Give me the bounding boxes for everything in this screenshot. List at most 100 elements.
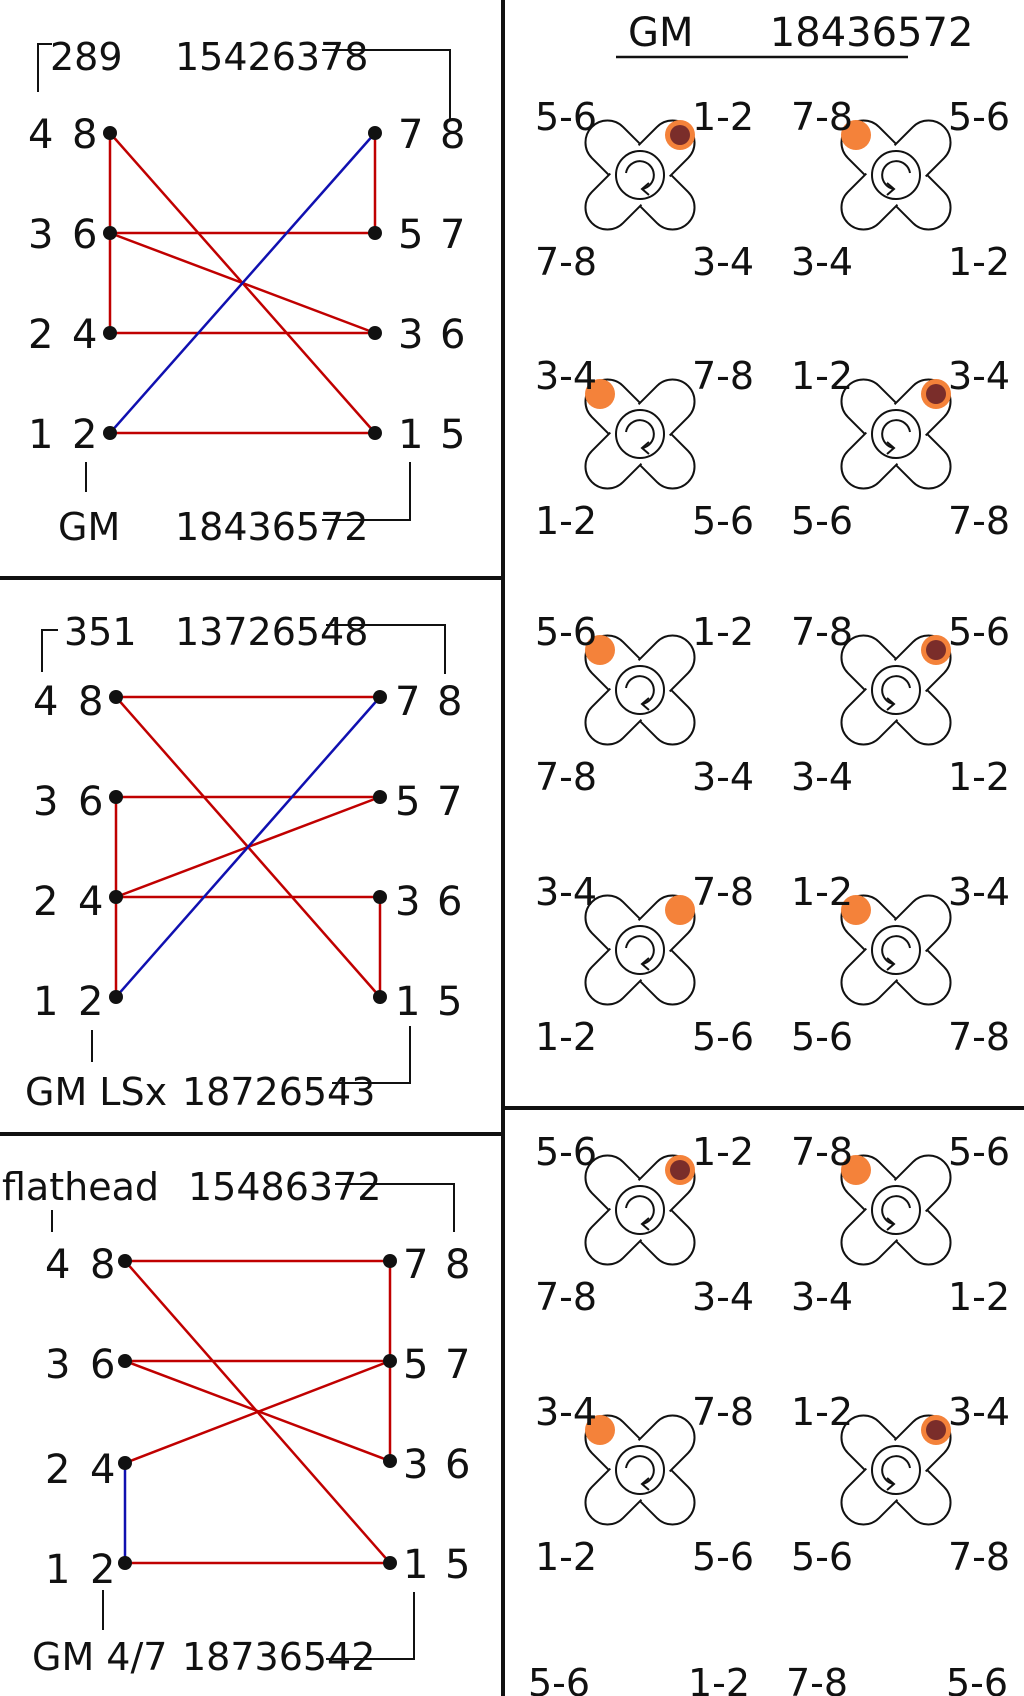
cylinder-pair-label: 1-2	[692, 95, 754, 139]
firing-dot	[841, 895, 871, 925]
clockwise-arrow-icon	[625, 1455, 655, 1485]
arrow-head	[886, 1477, 896, 1491]
counterclockwise-arrow-icon	[881, 1195, 911, 1225]
rotor-diagram: 7-8 5-6 3-4 1-2	[791, 1130, 1010, 1319]
red-wire	[124, 1359, 391, 1465]
clockwise-arrow-icon	[625, 675, 655, 705]
cylinder-pair-label: 5-6	[692, 1015, 754, 1059]
cylinder-pair-label: 3-4	[948, 1390, 1010, 1434]
rotor-center	[615, 1445, 665, 1495]
terminal-dot	[368, 326, 382, 340]
firing-dot-center	[926, 384, 946, 404]
cylinder-pair-label: 5-6	[535, 610, 597, 654]
rotor-diagram: 5-6 1-2 7-8 3-4	[535, 1130, 754, 1319]
cylinder-pair-label: 3-4	[948, 354, 1010, 398]
right-numbers: 7 8 5 7 3 6 1 5	[395, 679, 462, 1025]
arrow-head	[640, 697, 650, 711]
cyl-number: 7	[437, 779, 462, 825]
rotor-diagram-grid: 5-6 1-27-8 3-47-8 5-63-4 1-23-4 7-81-2 5-61-2 3…	[535, 95, 1010, 1579]
cyl-number: 5	[398, 212, 423, 258]
partial-label: 7-8	[786, 1661, 848, 1696]
cylinder-pair-label: 3-4	[948, 870, 1010, 914]
cyl-number: 4	[90, 1447, 115, 1493]
bracket-lines	[41, 624, 446, 1084]
cylinder-pair-label: 7-8	[791, 1130, 853, 1174]
cylinder-pair-label: 1-2	[948, 240, 1010, 284]
cylinder-pair-label: 1-2	[535, 1015, 597, 1059]
cyl-number: 2	[45, 1447, 70, 1493]
cylinder-pair-label: 3-4	[791, 1275, 853, 1319]
right-numbers: 7 8 5 7 3 6 1 5	[403, 1242, 470, 1588]
rotor-center	[871, 1185, 921, 1235]
rotor-diagram: 3-4 7-8 1-2 5-6	[535, 870, 754, 1059]
rotor-diagram: 1-2 3-4 5-6 7-8	[791, 354, 1010, 543]
terminal-dot	[109, 690, 123, 704]
make-label: GM LSx	[25, 1070, 167, 1114]
cyl-number: 6	[78, 779, 103, 825]
cylinder-pair-label: 7-8	[948, 1015, 1010, 1059]
cyl-number: 7	[395, 679, 420, 725]
wires	[114, 695, 382, 998]
cylinder-pair-label: 7-8	[692, 1390, 754, 1434]
rotor-center	[871, 665, 921, 715]
partial-bottom-row: 5-6 1-2 7-8 5-6	[528, 1661, 1008, 1696]
cyl-number: 2	[72, 412, 97, 458]
terminal-dot	[368, 126, 382, 140]
arrow-head	[640, 957, 650, 971]
blue-wire	[115, 696, 381, 998]
rotor-center	[871, 925, 921, 975]
cyl-number: 7	[398, 112, 423, 158]
cyl-number: 8	[445, 1242, 470, 1288]
cylinder-pair-label: 7-8	[692, 354, 754, 398]
cyl-number: 8	[440, 112, 465, 158]
cyl-number: 5	[395, 779, 420, 825]
rotor-center	[871, 409, 921, 459]
firing-order-label: 15486372	[188, 1165, 381, 1209]
cylinder-pair-label: 5-6	[692, 499, 754, 543]
rotor-diagram: 5-6 1-2 7-8 3-4	[535, 610, 754, 799]
cylinder-pair-label: 5-6	[791, 499, 853, 543]
blue-wire	[109, 132, 376, 434]
cylinder-pair-label: 5-6	[948, 95, 1010, 139]
cyl-number: 1	[398, 412, 423, 458]
cylinder-pair-label: 5-6	[535, 1130, 597, 1174]
cyl-number: 1	[33, 979, 58, 1025]
cylinder-pair-label: 7-8	[535, 1275, 597, 1319]
firing-order-label: 15426378	[175, 35, 368, 79]
terminal-dot	[373, 790, 387, 804]
cyl-number: 3	[33, 779, 58, 825]
cylinder-pair-label: 7-8	[948, 499, 1010, 543]
arrow-head	[640, 441, 650, 455]
firing-dot-center	[670, 125, 690, 145]
firing-order-label: 13726548	[175, 610, 368, 654]
left-numbers: 4 8 3 6 2 4 1 2	[28, 112, 97, 458]
cylinder-pair-label: 5-6	[692, 1535, 754, 1579]
firing-dot	[841, 1155, 871, 1185]
make-label: GM 4/7	[32, 1635, 167, 1679]
arrow-head	[886, 697, 896, 711]
cylinder-pair-label: 3-4	[535, 870, 597, 914]
terminal-dot	[103, 326, 117, 340]
cylinder-pair-label: 3-4	[791, 240, 853, 284]
cylinder-pair-label: 1-2	[791, 1390, 853, 1434]
terminal-dot	[118, 1456, 132, 1470]
cyl-number: 8	[437, 679, 462, 725]
firing-dot	[585, 379, 615, 409]
cyl-number: 2	[33, 879, 58, 925]
rotor-diagram: 7-8 5-6 3-4 1-2	[791, 95, 1010, 284]
terminal-dots	[109, 690, 387, 1004]
terminal-dot	[118, 1254, 132, 1268]
firing-dot	[585, 1415, 615, 1445]
counterclockwise-arrow-icon	[881, 675, 911, 705]
rotor-diagram: 3-4 7-8 1-2 5-6	[535, 1390, 754, 1579]
rotor-center	[615, 925, 665, 975]
cyl-number: 6	[437, 879, 462, 925]
rotor-diagram: 1-2 3-4 5-6 7-8	[791, 870, 1010, 1059]
terminal-dot	[109, 990, 123, 1004]
partial-label: 5-6	[946, 1661, 1008, 1696]
cylinder-pair-label: 3-4	[535, 1390, 597, 1434]
cyl-number: 3	[398, 312, 423, 358]
counterclockwise-arrow-icon	[881, 419, 911, 449]
cyl-number: 4	[78, 879, 103, 925]
